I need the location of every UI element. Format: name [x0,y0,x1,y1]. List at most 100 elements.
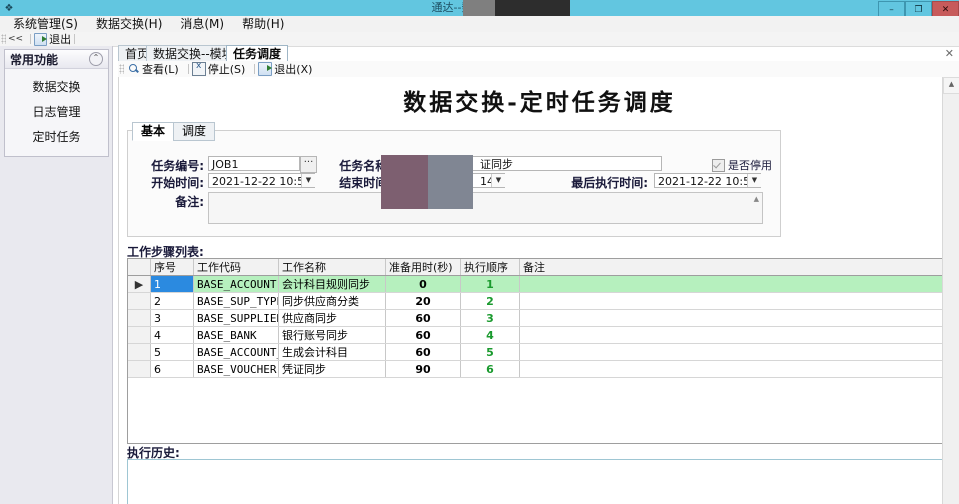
cell-code[interactable]: BASE_VOUCHER [193,360,279,378]
tab-strip: 首页 数据交换--模块列表 任务调度 ✕ [118,44,959,63]
vertical-scrollbar[interactable]: ▲ [942,77,959,504]
panel-title: 常用功能 [10,52,59,67]
search-icon [128,63,140,75]
execution-history-textarea[interactable] [127,459,945,504]
column-header-name[interactable]: 工作名称 [278,259,386,276]
end-time-label: 结束时间: [339,176,392,190]
cell-order[interactable]: 6 [460,360,520,378]
cell-prep[interactable]: 60 [385,309,461,327]
sidebar-item-log-management[interactable]: 日志管理 [32,105,81,119]
cell-remark[interactable] [519,275,944,293]
cell-seq[interactable]: 4 [150,326,194,344]
cell-name[interactable]: 银行账号同步 [278,326,386,344]
redaction-block [428,155,473,209]
view-button[interactable]: 查看(L) [128,61,179,77]
view-button-label: 查看(L) [142,63,179,76]
collapse-toggle[interactable]: << [8,34,24,44]
column-header-order[interactable]: 执行顺序 [460,259,520,276]
table-row[interactable]: 2 BASE_SUP_TYPE 同步供应商分类 20 2 [128,292,944,310]
table-row[interactable]: 5 BASE_ACCOUNT_DCY 生成会计科目 60 5 [128,343,944,361]
cell-prep[interactable]: 60 [385,326,461,344]
column-header-seq[interactable]: 序号 [150,259,194,276]
cell-seq[interactable]: 5 [150,343,194,361]
cell-remark[interactable] [519,360,944,378]
panel-header: 常用功能 ⌃ [5,50,108,69]
cell-prep[interactable]: 20 [385,292,461,310]
cell-name[interactable]: 同步供应商分类 [278,292,386,310]
cell-code[interactable]: BASE_SUPPLIER [193,309,279,327]
last-run-input[interactable]: 2021-12-22 10:59:14 [654,173,761,188]
exit-icon [34,32,48,46]
close-icon[interactable]: ✕ [944,47,954,60]
column-header-marker [128,259,151,276]
sidebar-item-data-exchange[interactable]: 数据交换 [32,80,81,94]
start-time-input[interactable]: 2021-12-22 10:59:14 [208,173,315,188]
cell-prep[interactable]: 60 [385,343,461,361]
cell-seq[interactable]: 2 [150,292,194,310]
separator [74,34,76,44]
cell-order[interactable]: 3 [460,309,520,327]
cell-seq[interactable]: 1 [150,275,194,293]
job-no-browse-button[interactable]: ··· [300,156,317,173]
exit-button[interactable]: 退出(X) [258,61,312,77]
last-run-dropdown-icon[interactable]: ▼ [747,174,761,187]
cell-prep[interactable]: 0 [385,275,461,293]
cell-order[interactable]: 1 [460,275,520,293]
column-header-prep-time[interactable]: 准备用时(秒) [385,259,461,276]
cell-name[interactable]: 会计科目规则同步 [278,275,386,293]
cell-name[interactable]: 凭证同步 [278,360,386,378]
cell-order[interactable]: 2 [460,292,520,310]
cell-seq[interactable]: 6 [150,360,194,378]
cell-prep[interactable]: 90 [385,360,461,378]
form-tab-schedule[interactable]: 调度 [173,122,216,141]
cell-name[interactable]: 供应商同步 [278,309,386,327]
execution-history-label: 执行历史: [127,446,180,460]
job-no-input[interactable]: JOB1 [208,156,300,171]
remark-label: 备注: [175,195,204,209]
common-functions-panel: 常用功能 ⌃ 数据交换 日志管理 定时任务 [4,49,109,157]
table-row[interactable]: 6 BASE_VOUCHER 凭证同步 90 6 [128,360,944,378]
column-header-code[interactable]: 工作代码 [193,259,279,276]
content-toolbar: 查看(L) 停止(S) 退出(X) [118,61,959,77]
redaction-block [463,0,495,16]
cell-code[interactable]: BASE_BANK [193,326,279,344]
last-run-label: 最后执行时间: [571,176,648,190]
tab-task-schedule[interactable]: 任务调度 [226,45,289,63]
cell-remark[interactable] [519,326,944,344]
table-row[interactable]: ▶ 1 BASE_ACCOUNT 会计科目规则同步 0 1 [128,275,944,293]
stop-button[interactable]: 停止(S) [191,61,245,77]
sidebar-item-scheduled-task[interactable]: 定时任务 [32,130,81,144]
menu-item-help[interactable]: 帮助(H) [242,17,285,31]
cell-code[interactable]: BASE_ACCOUNT_DCY [193,343,279,361]
cell-remark[interactable] [519,292,944,310]
scroll-up-icon[interactable]: ▲ [943,77,959,94]
menu-item-system[interactable]: 系统管理(S) [13,17,78,31]
separator [254,64,256,74]
table-row[interactable]: 4 BASE_BANK 银行账号同步 60 4 [128,326,944,344]
separator [187,64,189,74]
steps-grid[interactable]: 序号 工作代码 工作名称 准备用时(秒) 执行顺序 备注 ▶ 1 BASE_AC… [127,258,945,444]
disabled-checkbox[interactable]: 是否停用 [712,157,772,173]
cell-code[interactable]: BASE_ACCOUNT [193,275,279,293]
job-name-label: 任务名称: [339,159,392,173]
chevron-up-icon[interactable]: ⌃ [89,52,103,66]
quick-exit-button[interactable]: 退出 [34,31,71,47]
remark-textarea[interactable]: ▲ [208,192,763,224]
table-row[interactable]: 3 BASE_SUPPLIER 供应商同步 60 3 [128,309,944,327]
form-tab-basic[interactable]: 基本 [132,122,175,141]
cell-order[interactable]: 4 [460,326,520,344]
column-header-remark[interactable]: 备注 [519,259,944,276]
cell-seq[interactable]: 3 [150,309,194,327]
menu-item-data-exchange[interactable]: 数据交换(H) [95,17,163,31]
drag-handle-icon[interactable] [119,64,124,74]
start-time-dropdown-icon[interactable]: ▼ [301,174,315,187]
end-time-dropdown-icon[interactable]: ▼ [491,174,505,187]
menu-item-message[interactable]: 消息(M) [180,17,225,31]
cell-name[interactable]: 生成会计科目 [278,343,386,361]
cell-remark[interactable] [519,309,944,327]
drag-handle-icon[interactable] [1,34,6,44]
cell-order[interactable]: 5 [460,343,520,361]
row-marker [128,343,151,361]
cell-code[interactable]: BASE_SUP_TYPE [193,292,279,310]
cell-remark[interactable] [519,343,944,361]
